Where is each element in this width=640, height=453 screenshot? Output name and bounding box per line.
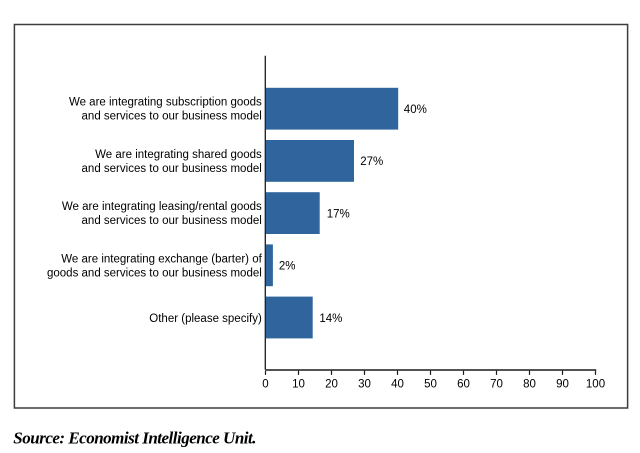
svg-text:We are integrating shared good: We are integrating shared goods [95, 149, 262, 161]
svg-text:27%: 27% [360, 156, 383, 168]
svg-text:40: 40 [391, 378, 404, 390]
svg-text:and services to our business m: and services to our business model [82, 110, 262, 122]
svg-text:0: 0 [262, 378, 268, 390]
svg-text:80: 80 [523, 378, 536, 390]
svg-text:100: 100 [586, 378, 605, 390]
svg-text:90: 90 [556, 378, 569, 390]
svg-text:17%: 17% [327, 208, 350, 220]
svg-text:We are integrating exchange (b: We are integrating exchange (barter) of [61, 254, 262, 266]
svg-text:50: 50 [424, 378, 437, 390]
svg-text:2%: 2% [279, 261, 296, 273]
svg-text:14%: 14% [319, 313, 342, 325]
svg-text:10: 10 [292, 378, 305, 390]
svg-text:60: 60 [457, 378, 470, 390]
svg-text:We are integrating subscriptio: We are integrating subscription goods [69, 96, 262, 108]
svg-text:and services to our business m: and services to our business model [82, 215, 262, 227]
svg-text:We are integrating leasing/ren: We are integrating leasing/rental goods [62, 201, 262, 213]
svg-text:Source: Economist Intelligence: Source: Economist Intelligence Unit. [13, 429, 256, 448]
svg-text:70: 70 [490, 378, 503, 390]
svg-text:goods and services to our busi: goods and services to our business model [47, 268, 262, 280]
svg-text:40%: 40% [404, 104, 427, 116]
svg-text:Other (please specify): Other (please specify) [149, 313, 262, 325]
svg-text:20: 20 [325, 378, 338, 390]
svg-text:and services to our business m: and services to our business model [82, 163, 262, 175]
svg-text:30: 30 [358, 378, 371, 390]
